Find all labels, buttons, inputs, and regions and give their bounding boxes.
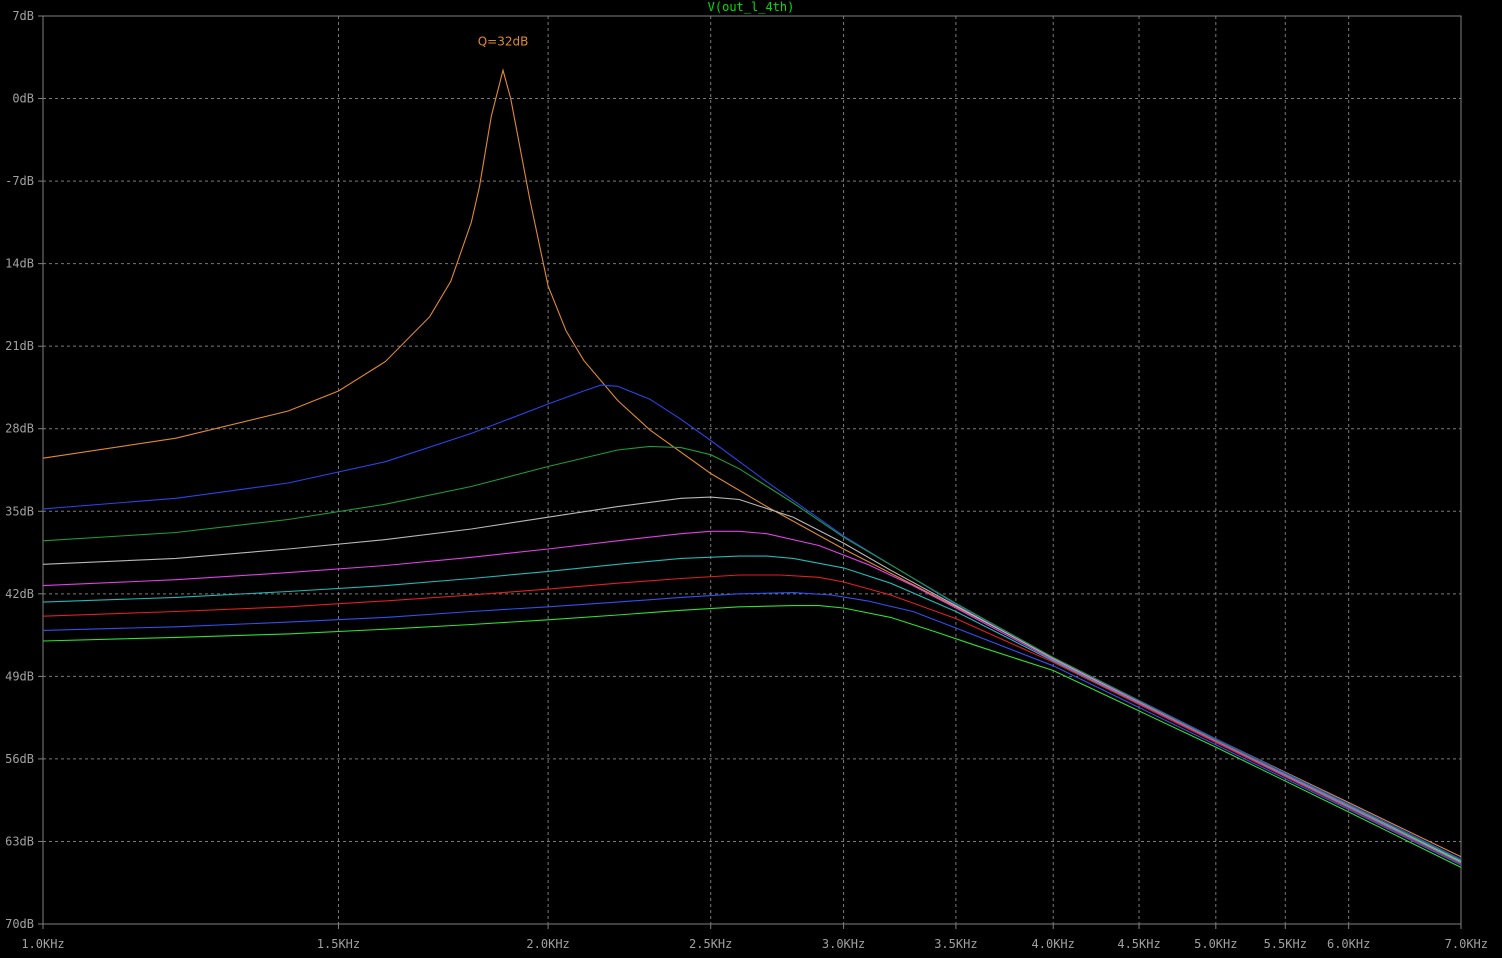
plot-grid (43, 16, 1461, 924)
y-tick-label: 7dB (12, 9, 34, 23)
y-tick-label: 70dB (5, 917, 34, 931)
x-tick-label: 2.0KHz (526, 937, 569, 951)
trace-8[interactable] (42, 592, 1462, 866)
y-tick-label: 42dB (5, 587, 34, 601)
trace-6[interactable] (42, 555, 1462, 864)
trace-5[interactable] (42, 530, 1462, 864)
x-tick-label: 1.0KHz (21, 937, 64, 951)
traces (42, 68, 1462, 868)
trace-9[interactable] (42, 605, 1462, 868)
x-tick-label: 4.0KHz (1032, 937, 1075, 951)
x-tick-label: 3.0KHz (822, 937, 865, 951)
y-tick-label: 35dB (5, 504, 34, 518)
y-tick-label: 49dB (5, 669, 34, 683)
plot-frame (42, 15, 1462, 925)
trace-2[interactable] (42, 384, 1462, 860)
trace-7[interactable] (42, 574, 1462, 865)
x-tick-label: 3.5KHz (934, 937, 977, 951)
x-tick-label: 1.5KHz (317, 937, 360, 951)
x-axis-ticks: 1.0KHz 1.5KHz 2.0KHz 2.5KHz 3.0KHz 3.5KHz 4.0K… (21, 924, 1488, 951)
trace-4[interactable] (42, 496, 1462, 862)
x-tick-label: 2.5KHz (689, 937, 732, 951)
trace-1[interactable] (42, 68, 1462, 858)
y-tick-label: 28dB (5, 422, 34, 436)
y-tick-label: 63dB (5, 834, 34, 848)
y-tick-label: 0dB (12, 92, 34, 106)
trace-label[interactable]: V(out_l_4th) (708, 0, 795, 14)
y-axis-ticks: 7dB 0dB -7dB 14dB 21dB 28dB 35dB 42dB 49dB 56dB 63… (5, 9, 43, 931)
x-tick-label: 4.5KHz (1117, 937, 1160, 951)
y-tick-label: -7dB (5, 174, 34, 188)
q-annotation: Q=32dB (478, 34, 529, 48)
x-tick-label: 5.5KHz (1264, 937, 1307, 951)
x-tick-label: 5.0KHz (1194, 937, 1237, 951)
y-tick-label: 21dB (5, 339, 34, 353)
y-tick-label: 56dB (5, 752, 34, 766)
x-tick-label: 6.0KHz (1327, 937, 1370, 951)
x-tick-label: 7.0KHz (1445, 937, 1488, 951)
trace-3[interactable] (42, 445, 1462, 861)
y-tick-label: 14dB (5, 257, 34, 271)
